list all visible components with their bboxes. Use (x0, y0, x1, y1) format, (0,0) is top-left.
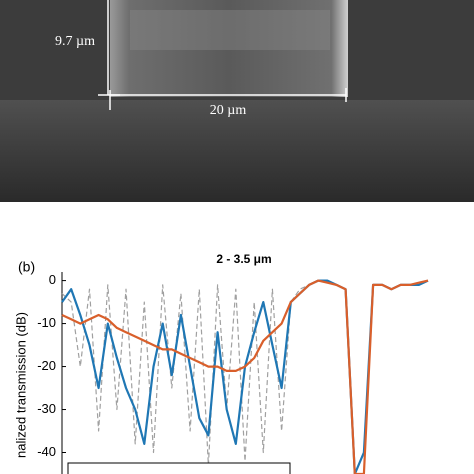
series-line (61, 279, 429, 474)
y-tick-label: -20 (37, 358, 56, 373)
width-label: 20 µm (210, 103, 247, 118)
pillar (110, 0, 348, 97)
y-tick-label: 0 (49, 272, 56, 287)
y-tick-label: -30 (37, 401, 56, 416)
y-tick-label: -40 (37, 444, 56, 459)
series-line (61, 284, 310, 466)
panel-label: (b) (18, 259, 35, 275)
legend-box (67, 462, 291, 474)
chart-title: 2 - 3.5 μm (216, 252, 271, 266)
series-line (61, 279, 429, 474)
height-label: 9.7 µm (55, 34, 95, 49)
sem-image: 9.7 µm 20 µm (0, 0, 474, 202)
substrate (0, 100, 474, 202)
pillar-glow (130, 10, 330, 50)
plot: 0 -10 -20 -30 -40 (37, 272, 429, 474)
y-axis-label: nalized transmission (dB) (13, 312, 28, 458)
y-tick-label: -10 (37, 315, 56, 330)
